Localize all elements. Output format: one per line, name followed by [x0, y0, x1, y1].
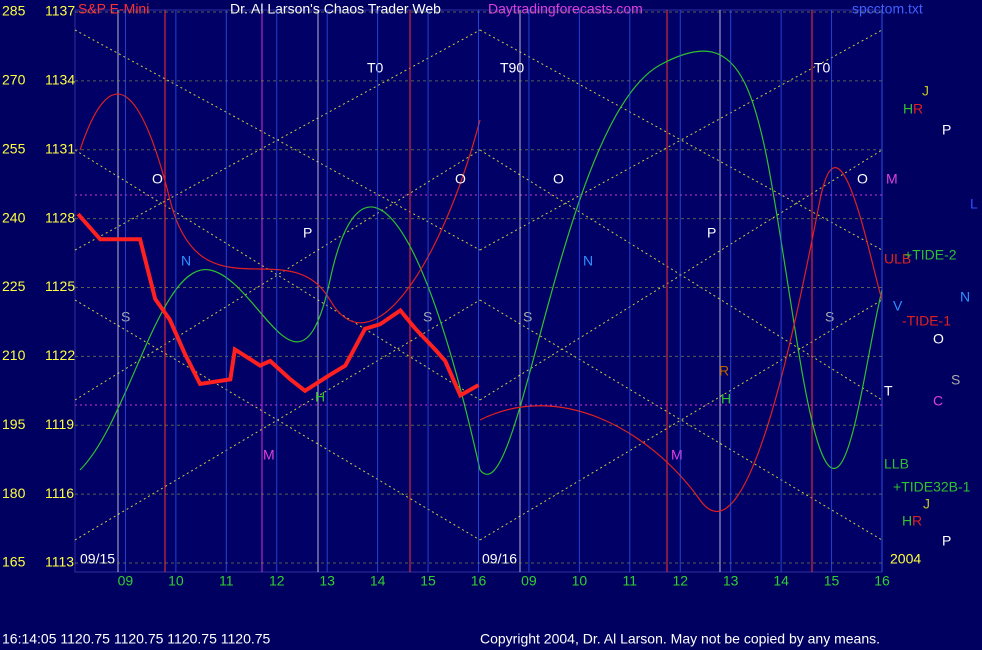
- instrument: S&P E-Mini: [78, 1, 149, 17]
- annotation: O: [455, 171, 466, 187]
- annotation: L: [970, 196, 978, 212]
- annotation: ULB: [884, 251, 911, 267]
- y2-tick-label: 180: [2, 485, 26, 501]
- annotation: O: [553, 171, 564, 187]
- y2-tick-label: 210: [2, 347, 26, 363]
- y-tick-label: 1122: [45, 347, 75, 363]
- decor-line: [479, 149, 883, 401]
- year-label: 2004: [890, 551, 921, 567]
- annotation: T0: [367, 60, 384, 76]
- decor-line: [479, 299, 883, 541]
- annotation: P: [942, 122, 951, 138]
- annotation: R: [719, 363, 729, 379]
- annotation: N: [583, 253, 593, 269]
- annotation: H: [902, 513, 912, 529]
- annotation: H: [721, 391, 731, 407]
- decor-line: [479, 29, 883, 251]
- x-tick-label: 09: [118, 573, 134, 589]
- decor-line: [479, 29, 883, 251]
- y2-tick-label: 195: [2, 416, 26, 432]
- annotation: P: [942, 533, 951, 549]
- annotation: V: [893, 298, 903, 314]
- annotation: T: [884, 383, 893, 399]
- annotation: M: [263, 447, 275, 463]
- y2-tick-label: 225: [2, 278, 26, 294]
- x-tick-label: 15: [824, 573, 840, 589]
- decor-line: [479, 299, 883, 541]
- annotation: S: [951, 372, 960, 388]
- copyright: Copyright 2004, Dr. Al Larson. May not b…: [480, 631, 880, 647]
- y-tick-label: 1116: [45, 485, 74, 501]
- y-tick-label: 1119: [45, 416, 74, 432]
- decor-verticals: [117, 10, 813, 572]
- decor-line: [74, 299, 481, 541]
- annotation: N: [181, 253, 191, 269]
- x-tick-label: 10: [572, 573, 588, 589]
- annotation: T0: [814, 60, 831, 76]
- date-label: 09/16: [482, 551, 517, 567]
- annotation: +TIDE32B-1: [893, 479, 971, 495]
- x-tick-label: 12: [269, 573, 285, 589]
- y2-tick-label: 165: [2, 554, 26, 570]
- annotation: O: [152, 171, 163, 187]
- decor-lines: [74, 29, 883, 541]
- decor-line: [74, 29, 481, 251]
- annotation: N: [960, 289, 970, 305]
- annotation: P: [707, 225, 716, 241]
- annotation: M: [671, 447, 683, 463]
- file-name: spcctom.txt: [852, 1, 923, 17]
- x-tick-label: 11: [219, 573, 234, 589]
- annotation: J: [923, 496, 930, 512]
- annotation: P: [303, 225, 312, 241]
- annotation: J: [922, 83, 929, 99]
- annotation: H: [903, 101, 913, 117]
- date-label: 09/15: [80, 551, 115, 567]
- annotation: -TIDE-1: [902, 313, 951, 329]
- x-tick-label: 13: [723, 573, 739, 589]
- annotation: O: [857, 171, 868, 187]
- chart-title: Dr. Al Larson's Chaos Trader Web: [230, 1, 441, 17]
- annotation: LLB: [884, 456, 909, 472]
- y-tick-label: 1125: [45, 278, 75, 294]
- x-tick-label: 12: [672, 573, 688, 589]
- annotation: T90: [500, 60, 524, 76]
- y-tick-label: 1128: [45, 209, 75, 225]
- y2-tick-label: 240: [2, 209, 26, 225]
- y2-tick-label: 255: [2, 140, 26, 156]
- x-tick-label: 14: [773, 573, 789, 589]
- x-tick-label: 15: [420, 573, 436, 589]
- x-tick-label: 13: [319, 573, 335, 589]
- annotations: T0 T90 T0 O O O O N N P P S S S S H H R …: [121, 60, 978, 549]
- status-line: 16:14:05 1120.75 1120.75 1120.75 1120.75: [2, 631, 271, 647]
- x-tick-label: 11: [623, 573, 638, 589]
- y2-tick-label: 270: [2, 72, 26, 88]
- y2-tick-label: 285: [2, 3, 26, 19]
- x-tick-label: 10: [168, 573, 184, 589]
- subtitle: Daytradingforecasts.com: [488, 1, 643, 17]
- annotation: M: [886, 171, 898, 187]
- annotation: O: [933, 331, 944, 347]
- y-tick-label: 1134: [45, 72, 75, 88]
- annotation: H: [315, 389, 325, 405]
- y-tick-label: 1113: [45, 554, 74, 570]
- decor-line: [74, 149, 481, 401]
- x-tick-label: 16: [471, 573, 487, 589]
- annotation: +TIDE-2: [904, 247, 957, 263]
- price-line: [76, 212, 480, 399]
- annotation: R: [912, 513, 922, 529]
- annotation: S: [825, 309, 834, 325]
- annotation: R: [913, 101, 923, 117]
- y-tick-label: 1131: [45, 140, 75, 156]
- x-tick-label: 16: [874, 573, 890, 589]
- annotation: S: [523, 309, 532, 325]
- x-tick-label: 14: [370, 573, 386, 589]
- y-tick-label: 1137: [45, 3, 75, 19]
- x-tick-label: 09: [521, 573, 537, 589]
- annotation: C: [933, 393, 943, 409]
- decor-curve: [79, 93, 883, 512]
- decor-line: [74, 149, 481, 401]
